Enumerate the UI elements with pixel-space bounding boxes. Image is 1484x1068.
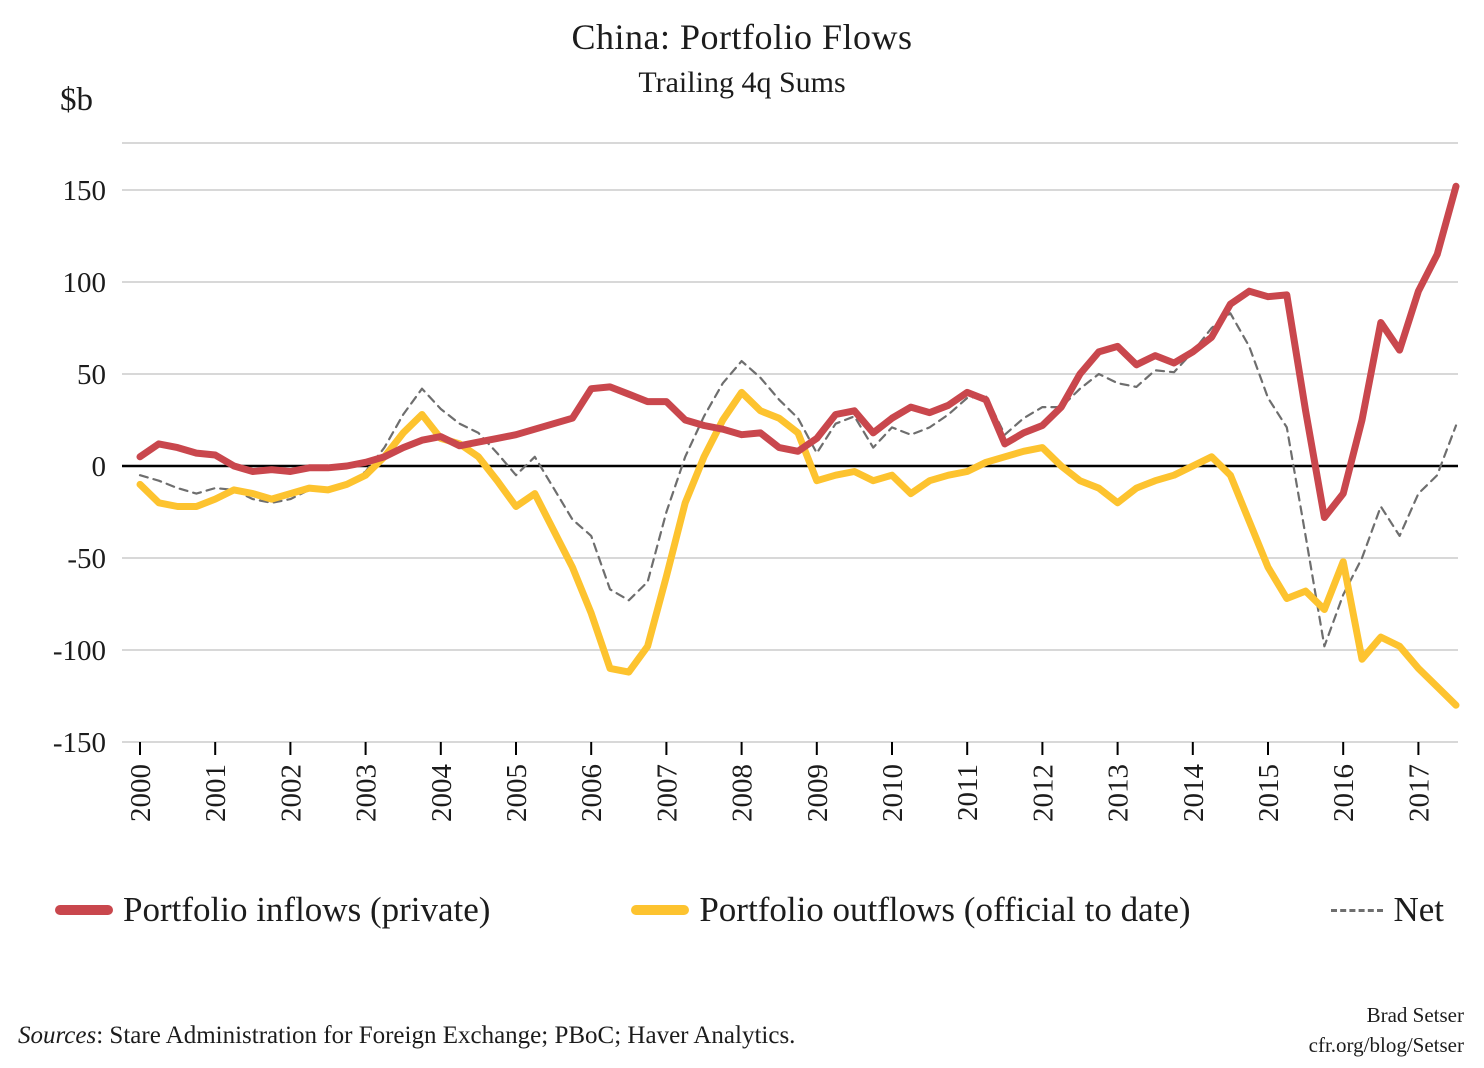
x-tick-label-2015: 2015 xyxy=(1253,764,1285,822)
author-url: cfr.org/blog/Setser xyxy=(1308,1033,1464,1058)
x-tick-label-2001: 2001 xyxy=(200,764,232,822)
chart-title: China: Portfolio Flows xyxy=(571,17,913,57)
series-line-portfolio-inflows-private xyxy=(136,182,1460,521)
x-tick-label-2014: 2014 xyxy=(1178,764,1210,823)
legend-label-outflows: Portfolio outflows (official to date) xyxy=(699,890,1191,929)
x-tick-label-2013: 2013 xyxy=(1103,764,1135,822)
x-tick-label-2003: 2003 xyxy=(351,764,383,822)
y-tick-label--150: -150 xyxy=(53,727,106,759)
x-tick-label-2005: 2005 xyxy=(501,764,533,822)
net-line-swatch xyxy=(1331,908,1384,912)
x-tick-label-2016: 2016 xyxy=(1328,764,1360,822)
sources-label: Sources xyxy=(18,1022,97,1049)
author-credit: Brad Setser cfr.org/blog/Setser xyxy=(1309,1000,1464,1061)
legend-item-inflows: Portfolio inflows (private) xyxy=(55,890,490,930)
x-tick-label-2012: 2012 xyxy=(1027,764,1059,822)
y-tick-label--100: -100 xyxy=(53,635,106,667)
y-tick-label-150: 150 xyxy=(63,175,107,207)
inflows-line-swatch xyxy=(55,905,113,915)
author-name: Brad Setser xyxy=(1366,1003,1464,1027)
y-tick-label-0: 0 xyxy=(92,451,107,483)
y-tick-label--50: -50 xyxy=(67,543,106,575)
legend-item-net: Net xyxy=(1331,890,1444,930)
portfolio-flows-plot: 150 100 50 0 -50 -100 -150 2000 2001 2002 2003 2004… xyxy=(53,142,1460,823)
series-line-net xyxy=(138,312,1458,648)
y-axis-unit-label: $b xyxy=(60,82,93,118)
x-tick-label-2002: 2002 xyxy=(275,764,307,822)
x-tick-label-2006: 2006 xyxy=(576,764,608,822)
chart-legend: Portfolio inflows (private) Portfolio ou… xyxy=(0,890,1484,930)
x-tick-label-2010: 2010 xyxy=(877,764,909,822)
y-tick-label-100: 100 xyxy=(63,267,107,299)
chart-subtitle: Trailing 4q Sums xyxy=(638,66,846,99)
sources-note: Sources: Stare Administration for Foreig… xyxy=(18,1022,795,1050)
x-tick-label-2011: 2011 xyxy=(952,764,984,821)
y-tick-label-50: 50 xyxy=(77,359,106,391)
x-tick-label-2017: 2017 xyxy=(1403,764,1435,822)
x-tick-label-2009: 2009 xyxy=(802,764,834,822)
x-tick-label-2004: 2004 xyxy=(426,764,458,823)
outflows-line-swatch xyxy=(631,905,690,915)
x-tick-label-2000: 2000 xyxy=(125,764,157,822)
legend-label-net: Net xyxy=(1393,890,1444,929)
x-tick-label-2008: 2008 xyxy=(727,764,759,822)
legend-item-outflows: Portfolio outflows (official to date) xyxy=(631,890,1191,930)
legend-label-inflows: Portfolio inflows (private) xyxy=(123,890,491,929)
sources-text: : Stare Administration for Foreign Excha… xyxy=(96,1022,796,1049)
x-tick-label-2007: 2007 xyxy=(651,764,683,822)
series-line-portfolio-outflows-official-to-date xyxy=(136,388,1460,709)
